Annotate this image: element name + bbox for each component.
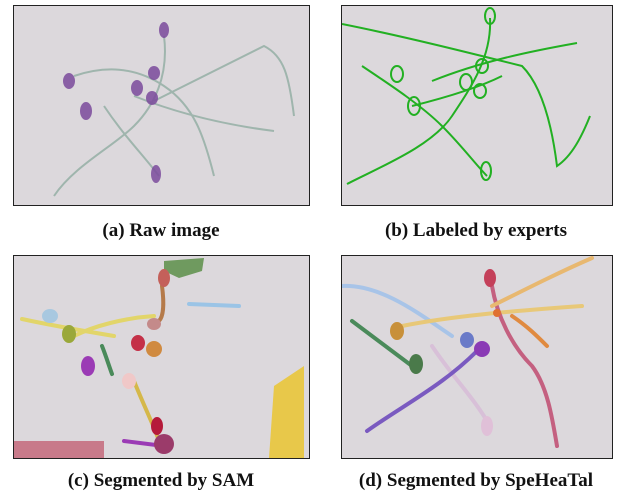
- figure: {"panels": [ {"caption": "(a) Raw image"…: [0, 0, 641, 497]
- labeled-panel: [341, 5, 613, 206]
- caption: (c) Segmented by SAM: [1, 470, 321, 492]
- caption: (b) Labeled by experts: [316, 220, 636, 242]
- speheatal-panel: [341, 255, 613, 459]
- raw-image: [14, 6, 309, 205]
- labeled-image: [342, 6, 612, 205]
- speheatal-image: [342, 256, 612, 458]
- sam-image: [14, 256, 309, 458]
- sam-panel: [13, 255, 310, 459]
- caption: (a) Raw image: [1, 220, 321, 242]
- caption: (d) Segmented by SpeHeaTal: [316, 470, 636, 492]
- raw-image-panel: [13, 5, 310, 206]
